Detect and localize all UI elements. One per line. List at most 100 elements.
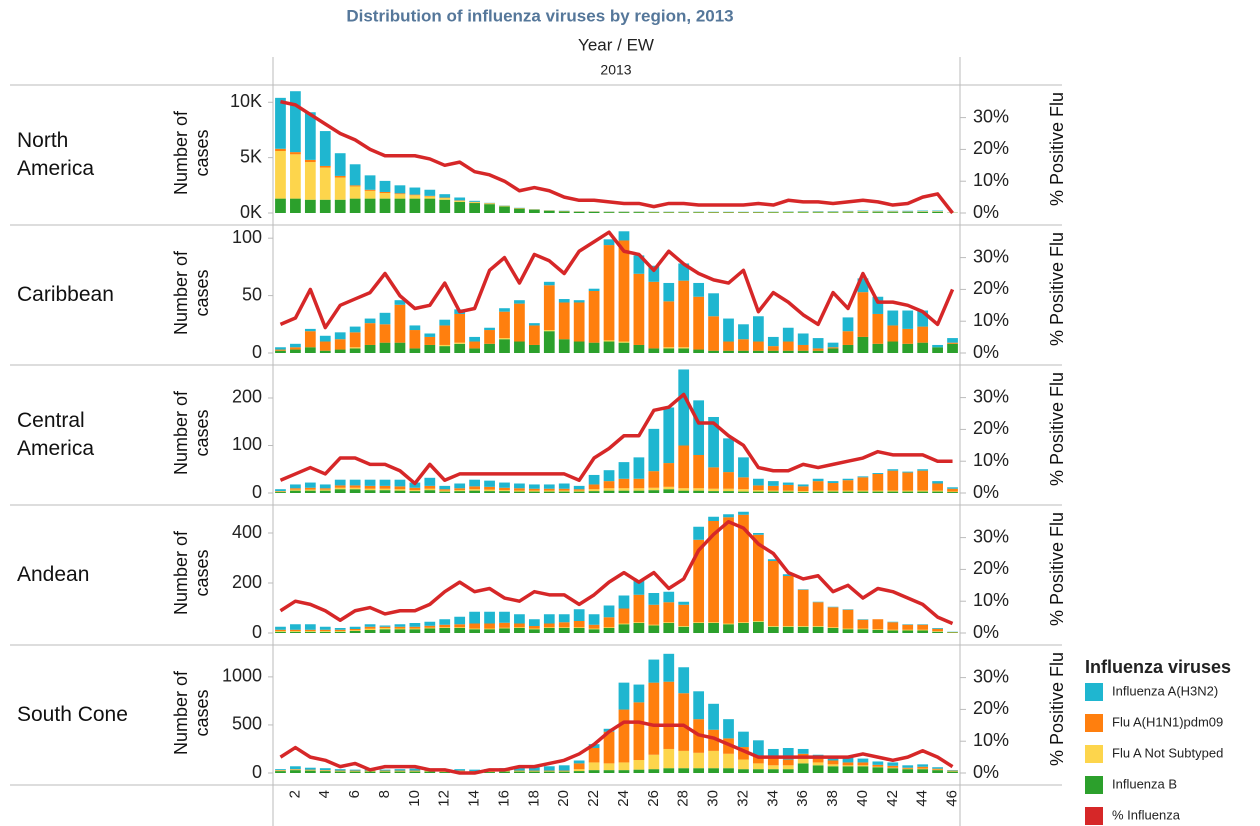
x-tick-label: 2	[286, 790, 303, 798]
bar-segment	[917, 629, 929, 631]
bar-segment	[573, 621, 585, 628]
x-header: Year / EW	[578, 35, 654, 54]
y2-tick-label: 30%	[973, 666, 1009, 686]
bar-segment	[753, 491, 764, 493]
legend-label: Flu A(H1N1)pdm09	[1112, 714, 1223, 729]
bar-segment	[887, 325, 899, 342]
y2-tick-label: 30%	[973, 246, 1009, 266]
bar-segment	[409, 771, 421, 773]
bar-segment	[812, 478, 824, 482]
bar-segment	[618, 595, 630, 609]
bar-segment	[827, 348, 839, 353]
bar-segment	[603, 470, 615, 482]
bar-segment	[633, 702, 645, 761]
bar-segment	[618, 623, 630, 625]
bar-segment	[334, 769, 346, 771]
bar-segment	[484, 327, 495, 331]
bar-segment	[738, 489, 749, 492]
bar-segment	[334, 175, 346, 178]
bar-segment	[424, 485, 436, 489]
bar-segment	[319, 488, 331, 490]
bar-segment	[678, 667, 690, 694]
bar-segment	[887, 630, 899, 633]
bar-segment	[857, 211, 869, 213]
bar-segment	[588, 629, 600, 633]
bar-segment	[782, 769, 794, 773]
y2-tick-label: 10%	[973, 730, 1009, 750]
y-axis-label: Number of cases	[171, 530, 212, 616]
bar-segment	[947, 342, 958, 344]
bar-segment	[379, 629, 391, 633]
x-tick-label: 38	[824, 790, 841, 807]
bar-segment	[887, 469, 899, 471]
bar-segment	[902, 630, 914, 633]
bar-segment	[663, 486, 675, 490]
bar-segment	[738, 759, 749, 770]
bar-segment	[364, 485, 376, 489]
bar-segment	[543, 771, 555, 773]
bar-segment	[753, 478, 764, 486]
bar-segment	[528, 628, 540, 630]
bar-segment	[349, 332, 361, 348]
bar-segment	[349, 489, 361, 493]
y-tick-label: 1000	[222, 666, 262, 686]
bar-segment	[334, 771, 346, 773]
bar-segment	[708, 622, 719, 623]
bar-segment	[932, 768, 943, 770]
y2-tick-label: 20%	[973, 698, 1009, 718]
bar-segment	[708, 416, 719, 468]
bar-segment	[618, 624, 630, 633]
bar-segment	[499, 487, 510, 491]
bar-segment	[782, 576, 794, 626]
bar-segment	[424, 198, 436, 213]
bar-segment	[618, 231, 630, 241]
bar-segment	[947, 771, 958, 773]
bar-segment	[588, 484, 600, 490]
bar-segment	[558, 339, 570, 353]
bar-segment	[633, 273, 645, 345]
bar-segment	[842, 757, 854, 763]
bar-segment	[842, 609, 854, 629]
bar-segment	[290, 347, 301, 350]
bar-segment	[528, 325, 540, 345]
y-tick-label: 200	[232, 572, 262, 592]
bar-segment	[678, 626, 690, 633]
bar-segment	[364, 175, 376, 190]
bar-segment	[767, 346, 779, 351]
bar-segment	[454, 488, 466, 491]
bar-segment	[334, 631, 346, 632]
bar-segment	[857, 278, 869, 293]
bar-segment	[842, 210, 854, 212]
bar-segment	[304, 770, 316, 773]
bar-segment	[723, 488, 734, 492]
bar-segment	[439, 319, 451, 326]
bar-segment	[782, 626, 794, 633]
bar-segment	[842, 766, 854, 773]
bar-segment	[588, 491, 600, 493]
bar-segment	[723, 318, 734, 342]
bar-segment	[334, 489, 346, 493]
bar-segment	[902, 769, 914, 773]
bar-segment	[618, 342, 630, 353]
bar-segment	[857, 292, 869, 337]
bar-segment	[409, 629, 421, 633]
bar-segment	[887, 622, 899, 630]
bar-segment	[514, 300, 525, 304]
bar-segment	[275, 771, 286, 773]
bar-segment	[797, 333, 809, 345]
bar-segment	[857, 491, 869, 493]
bar-segment	[364, 323, 376, 345]
y-tick-label: 0	[252, 622, 262, 642]
bar-segment	[648, 281, 660, 349]
bar-segment	[887, 490, 899, 492]
bar-segment	[917, 490, 929, 492]
bar-segment	[633, 594, 645, 623]
bar-segment	[484, 629, 495, 633]
bar-segment	[364, 198, 376, 213]
x-tick-label: 6	[346, 790, 363, 798]
bar-segment	[842, 480, 854, 491]
region-label: Central America	[17, 409, 95, 460]
bar-segment	[439, 325, 451, 345]
bar-segment	[484, 330, 495, 344]
bar-segment	[887, 765, 899, 768]
